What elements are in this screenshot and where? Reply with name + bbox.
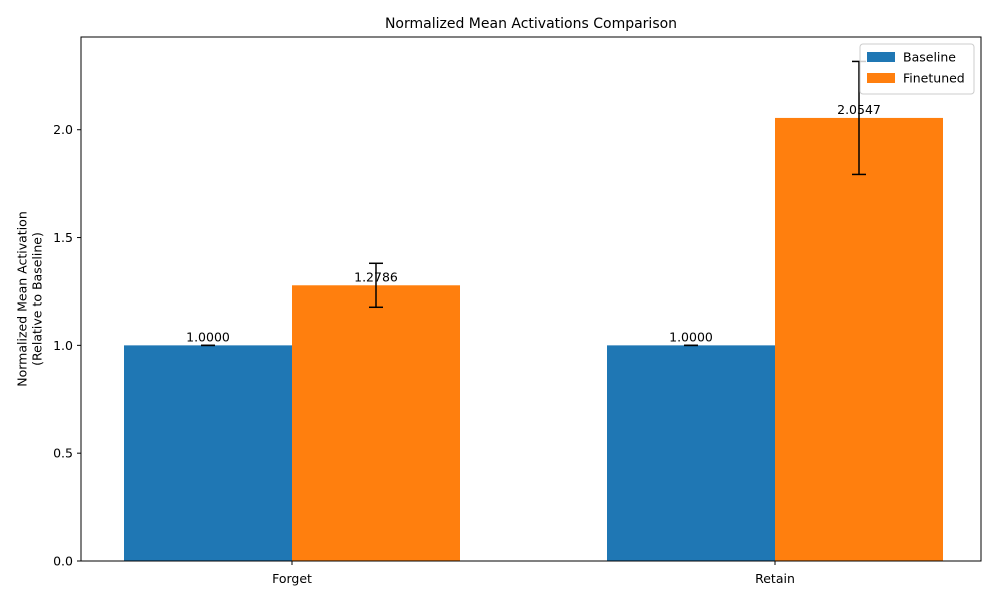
value-label-baseline-forget: 1.0000 <box>186 329 230 344</box>
value-label-finetuned-retain: 2.0547 <box>837 102 881 117</box>
value-label-finetuned-forget: 1.2786 <box>354 269 398 284</box>
bar-baseline-retain <box>607 345 775 561</box>
legend-label-finetuned: Finetuned <box>903 71 965 86</box>
error-bars-layer <box>201 60 866 347</box>
bar-finetuned-retain <box>775 117 943 561</box>
x-tick-label-forget: Forget <box>272 571 312 586</box>
y-axis-label-line: Normalized Mean Activation <box>15 211 30 386</box>
x-tick-label-retain: Retain <box>755 571 795 586</box>
legend-swatch-baseline <box>867 52 895 62</box>
legend: Baseline Finetuned <box>859 43 975 95</box>
x-axis: Forget Retain <box>272 561 795 586</box>
bars-layer <box>124 117 943 561</box>
y-axis: 0.0 0.5 1.0 1.5 2.0 <box>53 122 81 569</box>
y-tick-label: 1.5 <box>53 230 73 245</box>
value-labels-layer: 1.0000 1.2786 1.0000 2.0547 <box>186 102 881 344</box>
plot-frame <box>80 36 982 562</box>
y-axis-label-line: (Relative to Baseline) <box>30 232 45 366</box>
y-tick-label: 0.0 <box>53 554 73 569</box>
bar-finetuned-forget <box>292 285 460 561</box>
y-tick-label: 0.5 <box>53 446 73 461</box>
value-label-baseline-retain: 1.0000 <box>669 329 713 344</box>
y-axis-label: Normalized Mean Activation(Relative to B… <box>15 211 45 386</box>
bar-baseline-forget <box>124 345 292 561</box>
legend-swatch-finetuned <box>867 73 895 83</box>
y-tick-label: 1.0 <box>53 338 73 353</box>
legend-label-baseline: Baseline <box>903 50 956 65</box>
chart-title: Normalized Mean Activations Comparison <box>385 16 677 32</box>
y-tick-label: 2.0 <box>53 122 73 137</box>
